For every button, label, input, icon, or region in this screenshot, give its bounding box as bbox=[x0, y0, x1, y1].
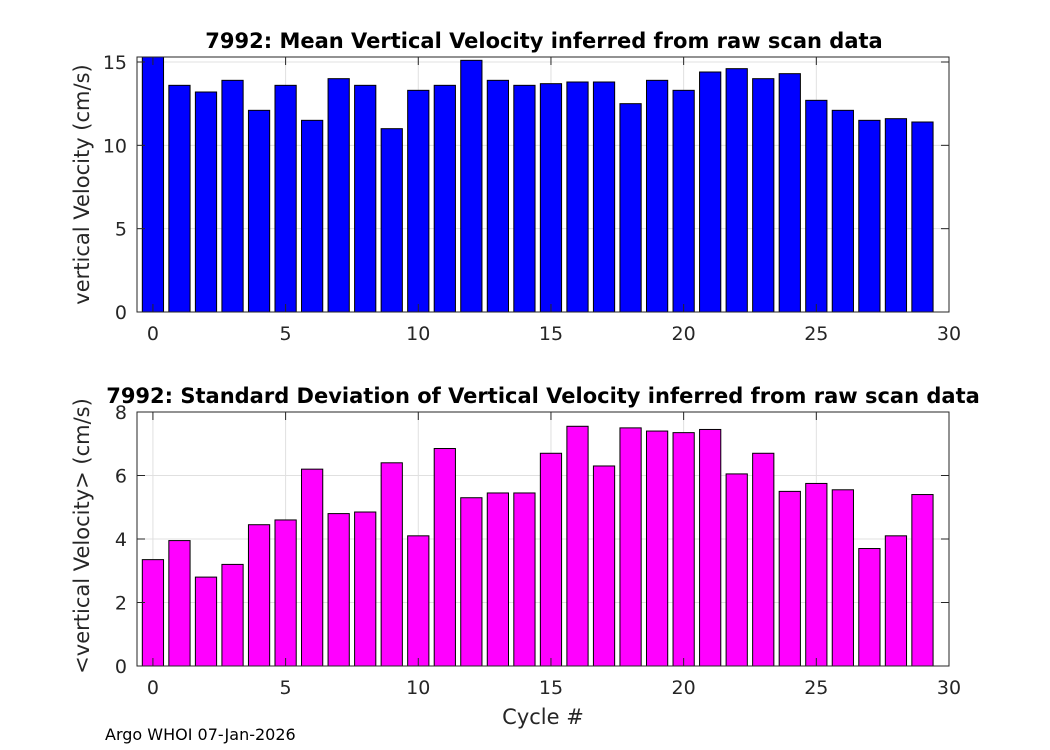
std-x-axis-label: Cycle # bbox=[502, 705, 584, 729]
std-bar-28 bbox=[884, 535, 908, 667]
mean-bar-26 bbox=[831, 109, 854, 313]
mean-bar-7 bbox=[327, 78, 350, 313]
std-bar-27 bbox=[858, 548, 881, 667]
mean-bar-23 bbox=[752, 78, 775, 313]
std-bar-14 bbox=[513, 492, 536, 667]
std-bar-1 bbox=[168, 540, 191, 667]
std-bar-3 bbox=[221, 563, 244, 667]
std-bar-19 bbox=[645, 430, 669, 667]
std-bar-8 bbox=[354, 511, 377, 667]
mean-axes-box bbox=[136, 56, 950, 313]
mean-bar-1 bbox=[168, 84, 191, 313]
std-bar-4 bbox=[247, 524, 271, 667]
mean-bar-10 bbox=[407, 89, 430, 313]
mean-bar-24 bbox=[778, 73, 801, 313]
mean-bar-17 bbox=[592, 81, 616, 313]
mean-bar-4 bbox=[247, 109, 271, 313]
std-y-axis-label: <vertical Velocity> (cm/s) bbox=[70, 398, 94, 674]
mean-bar-8 bbox=[354, 84, 377, 313]
mean-bar-20 bbox=[672, 89, 695, 313]
std-bar-15 bbox=[539, 452, 563, 667]
std-bar-29 bbox=[911, 494, 934, 667]
mean-y-axis-label: vertical Velocity (cm/s) bbox=[70, 64, 94, 304]
std-bar-22 bbox=[725, 473, 748, 667]
mean-bar-6 bbox=[301, 119, 324, 313]
mean-bar-25 bbox=[805, 99, 828, 313]
std-x-tick-label: 15 bbox=[539, 677, 563, 699]
std-x-tick-label: 0 bbox=[147, 677, 159, 699]
std-y-tick-label: 6 bbox=[115, 466, 127, 488]
std-x-tick-label: 5 bbox=[280, 677, 292, 699]
mean-chart-title: 7992: Mean Vertical Velocity inferred fr… bbox=[205, 29, 882, 53]
mean-x-tick-label: 15 bbox=[539, 323, 563, 345]
std-bar-2 bbox=[194, 576, 218, 667]
mean-velocity-chart: 0 5 10 15 20 25 30 0 5 10 15 7992: Mean Vertical Ve… bbox=[70, 29, 961, 345]
std-bar-23 bbox=[752, 452, 775, 667]
mean-bar-18 bbox=[619, 103, 642, 313]
mean-bar-15 bbox=[539, 83, 563, 313]
footer-credit: Argo WHOI 07-Jan-2026 bbox=[105, 725, 296, 744]
mean-bar-12 bbox=[460, 59, 483, 313]
mean-x-tick-label: 10 bbox=[406, 323, 430, 345]
std-bar-11 bbox=[433, 448, 456, 667]
mean-y-tick-label: 0 bbox=[115, 302, 127, 324]
std-y-tick-label: 8 bbox=[115, 402, 127, 424]
std-bar-10 bbox=[407, 535, 430, 667]
std-bar-9 bbox=[380, 462, 403, 667]
mean-x-tick-label: 5 bbox=[280, 323, 292, 345]
std-bar-17 bbox=[592, 465, 616, 667]
mean-bar-22 bbox=[725, 68, 748, 313]
std-bar-18 bbox=[619, 427, 642, 667]
mean-bar-27 bbox=[858, 119, 881, 313]
std-bar-16 bbox=[566, 425, 589, 667]
std-bar-21 bbox=[699, 428, 722, 667]
std-bar-20 bbox=[672, 432, 695, 667]
std-bar-5 bbox=[274, 519, 297, 667]
mean-bar-19 bbox=[645, 79, 669, 313]
std-bar-13 bbox=[486, 492, 510, 667]
std-bar-25 bbox=[805, 482, 828, 667]
mean-bar-14 bbox=[513, 84, 536, 313]
std-chart-title: 7992: Standard Deviation of Vertical Vel… bbox=[106, 384, 980, 408]
mean-bar-0 bbox=[141, 56, 165, 313]
std-x-tick-label: 30 bbox=[937, 677, 961, 699]
mean-bar-2 bbox=[194, 91, 218, 313]
mean-x-tick-label: 25 bbox=[804, 323, 828, 345]
std-bar-26 bbox=[831, 489, 854, 667]
mean-bar-9 bbox=[380, 128, 403, 313]
std-x-tick-label: 25 bbox=[804, 677, 828, 699]
mean-bar-29 bbox=[911, 121, 934, 313]
std-bar-24 bbox=[778, 490, 801, 667]
mean-bar-11 bbox=[433, 84, 456, 313]
std-bar-7 bbox=[327, 513, 350, 667]
std-bar-12 bbox=[460, 497, 483, 667]
mean-bar-5 bbox=[274, 84, 297, 313]
mean-bar-21 bbox=[699, 71, 722, 313]
std-x-tick-label: 20 bbox=[672, 677, 696, 699]
std-x-tick-label: 10 bbox=[406, 677, 430, 699]
std-y-tick-label: 2 bbox=[115, 593, 127, 615]
std-y-tick-label: 4 bbox=[115, 529, 127, 551]
mean-bar-13 bbox=[486, 79, 510, 313]
std-y-tick-label: 0 bbox=[115, 656, 127, 678]
mean-bar-16 bbox=[566, 81, 589, 313]
mean-bar-3 bbox=[221, 79, 244, 313]
std-bar-6 bbox=[301, 468, 324, 667]
mean-y-tick-label: 15 bbox=[103, 52, 127, 74]
mean-x-tick-label: 20 bbox=[672, 323, 696, 345]
mean-y-tick-label: 5 bbox=[115, 219, 127, 241]
mean-x-tick-label: 30 bbox=[937, 323, 961, 345]
mean-bar-28 bbox=[884, 118, 908, 313]
mean-y-tick-label: 10 bbox=[103, 135, 127, 157]
mean-x-tick-label: 0 bbox=[147, 323, 159, 345]
std-bar-0 bbox=[141, 559, 165, 667]
